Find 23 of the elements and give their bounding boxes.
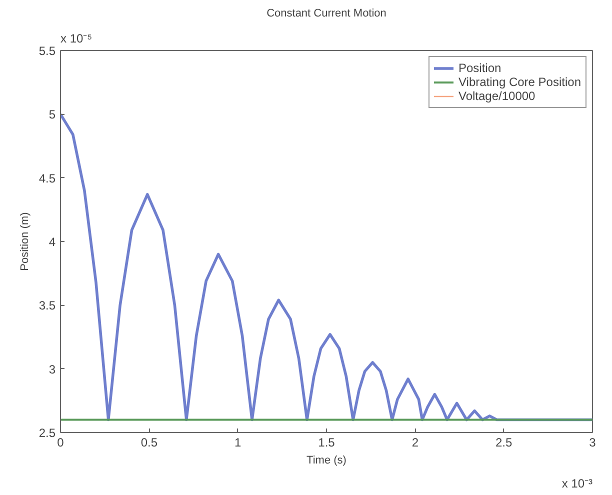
y-tick-label: 2.5 <box>38 426 56 440</box>
y-tick-label: 3.5 <box>38 298 56 313</box>
x-tick-label: 1 <box>234 436 242 450</box>
x-tick-label: 2 <box>412 436 419 450</box>
y-tick-label: 4.5 <box>38 171 56 186</box>
x-tick-label: 0.5 <box>140 436 158 450</box>
text: x 10⁻³ <box>562 476 593 490</box>
x-tick-label: 3 <box>589 436 596 450</box>
x-tick-label: 2.5 <box>495 436 512 450</box>
x-tick-label: 1.5 <box>318 436 336 450</box>
legend-label: Voltage/10000 <box>458 89 536 103</box>
y-tick-label: 3 <box>48 362 56 376</box>
legend-label: Position <box>458 61 502 75</box>
legend-label: Vibrating Core Position <box>458 75 581 89</box>
y-axis-title: Position (m) <box>18 212 31 271</box>
y-tick-label: 5 <box>48 108 56 122</box>
chart-title: Constant Current Motion <box>266 8 386 20</box>
x-axis-title: Time (s) <box>306 454 346 466</box>
line-series <box>60 112 592 422</box>
y-tick-label: 5.5 <box>38 44 56 58</box>
text: x 10⁻⁵ <box>60 32 92 46</box>
y-tick-label: 4 <box>48 235 56 249</box>
x-tick-label: 0 <box>57 436 64 450</box>
